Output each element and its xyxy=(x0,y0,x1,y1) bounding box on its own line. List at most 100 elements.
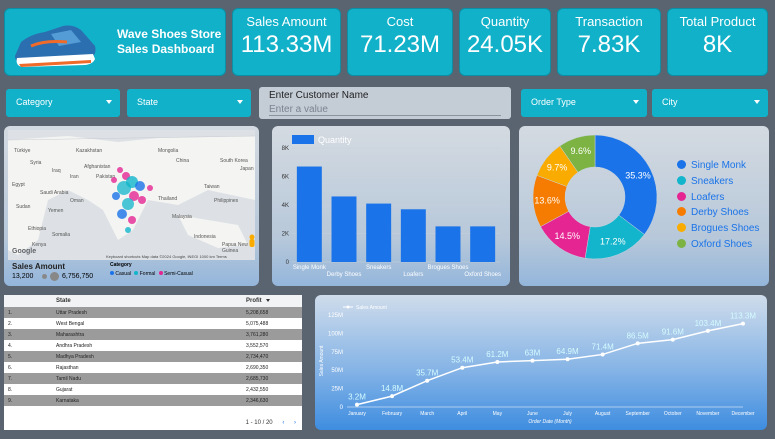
y-tick-label: 100M xyxy=(328,331,343,337)
customer-name-input[interactable]: Enter Customer Name Enter a value xyxy=(259,87,511,119)
y-tick-label: 0 xyxy=(340,405,344,411)
legend-min: 13,200 xyxy=(12,273,34,280)
prev-page-icon[interactable]: ‹ xyxy=(282,420,285,426)
city-dropdown[interactable]: City xyxy=(652,89,768,117)
store-title-line2: Sales Dashboard xyxy=(117,42,215,56)
pegman-icon[interactable] xyxy=(248,234,255,248)
table-row[interactable]: 8. Gujarat 2,432,550 xyxy=(4,384,302,395)
line-point[interactable] xyxy=(495,359,500,364)
bubble-formal xyxy=(117,181,131,195)
profit-cell: 3,761,280 xyxy=(246,332,269,338)
line-point[interactable] xyxy=(600,352,605,357)
header-profit[interactable]: Profit xyxy=(246,298,262,304)
map-place-label: Taiwan xyxy=(204,184,220,190)
bar[interactable] xyxy=(435,226,461,262)
kpi-label: Sales Amount xyxy=(246,14,327,29)
map-place-label: Somalia xyxy=(52,232,71,238)
point-label: 14.8M xyxy=(381,384,404,393)
x-tick-label: Brogues Shoes xyxy=(427,265,468,271)
legend-label: Oxford Shoes xyxy=(691,238,753,250)
row-index: 3. xyxy=(8,332,13,338)
y-tick-label: 25M xyxy=(331,387,343,393)
row-index: 9. xyxy=(8,398,13,404)
map-place-label: Pakistan xyxy=(96,174,116,180)
donut-slice[interactable] xyxy=(559,134,596,173)
y-tick-label: 0 xyxy=(286,260,290,266)
shoe-logo-icon xyxy=(15,25,96,67)
table-row[interactable]: 2. West Bengal 5,075,488 xyxy=(4,318,302,329)
bar[interactable] xyxy=(331,196,357,262)
kpi-total-product: Total Product 8K xyxy=(667,8,768,76)
point-label: 35.7M xyxy=(416,369,439,378)
x-tick-label: June xyxy=(527,411,538,417)
table-row[interactable]: 7. Tamil Nadu 2,685,730 xyxy=(4,373,302,384)
x-tick-label: Oxford Shoes xyxy=(464,272,501,278)
order-type-dropdown[interactable]: Order Type xyxy=(521,89,647,117)
legend-item[interactable]: Loafers xyxy=(677,191,759,208)
google-logo: Google xyxy=(12,248,37,255)
legend-item[interactable]: Derby Shoes xyxy=(677,207,759,223)
kpi-value: 8K xyxy=(702,31,733,58)
header-state[interactable]: State xyxy=(56,298,71,304)
bubble-semi-casual xyxy=(138,196,146,204)
product-share-donut-panel: 35.3% 17.2% 14.5% 13.6% 9.7% 9.6% Single Monk… xyxy=(519,126,769,286)
legend-dot-icon xyxy=(677,160,686,169)
table-pager: 1 - 10 / 20 ‹ › xyxy=(246,420,296,426)
line-point[interactable] xyxy=(705,328,710,333)
table-row[interactable]: 5. Madhya Pradesh 2,734,470 xyxy=(4,351,302,362)
legend-item[interactable]: Single Monk xyxy=(677,160,759,176)
point-label: 64.9M xyxy=(556,347,579,356)
line-point[interactable] xyxy=(425,378,430,383)
customer-name-placeholder[interactable]: Enter a value xyxy=(269,104,328,115)
bar[interactable] xyxy=(470,226,496,262)
legend-item[interactable]: Sneakers xyxy=(677,175,759,192)
line-point[interactable] xyxy=(741,321,745,326)
x-tick-label: August xyxy=(595,411,611,417)
next-page-icon[interactable]: › xyxy=(294,420,296,426)
sort-desc-icon[interactable] xyxy=(266,299,270,302)
map-place-label: Iran xyxy=(70,174,79,180)
table-row[interactable]: 4. Andhra Pradesh 3,552,570 xyxy=(4,340,302,351)
slice-label: 17.2% xyxy=(600,237,626,247)
sales-line xyxy=(356,322,744,406)
legend-item[interactable]: Oxford Shoes xyxy=(677,238,759,255)
x-tick-label: July xyxy=(563,411,572,417)
category-dropdown[interactable]: Category xyxy=(6,89,120,117)
donut-slice[interactable] xyxy=(594,134,658,235)
y-tick-label: 6K xyxy=(282,175,289,181)
kpi-label: Cost xyxy=(386,14,414,29)
bar[interactable] xyxy=(366,203,392,262)
geo-map[interactable]: Türkiye Syria Iraq Afghanistan Iran Paki… xyxy=(8,130,255,260)
table-row[interactable]: 1. Uttar Pradesh 5,208,658 xyxy=(4,307,302,318)
bubble-formal xyxy=(125,227,131,233)
row-index: 5. xyxy=(8,354,13,360)
table-row[interactable]: 3. Maharashtra 3,761,280 xyxy=(4,329,302,340)
state-cell: Gujarat xyxy=(56,387,73,393)
line-point[interactable] xyxy=(670,337,675,342)
bar[interactable] xyxy=(296,166,322,262)
state-dropdown[interactable]: State xyxy=(127,89,251,117)
legend-item[interactable]: Brogues Shoes xyxy=(677,223,759,239)
line-point[interactable] xyxy=(460,365,465,370)
order-type-dropdown-label: Order Type xyxy=(531,97,576,107)
table-row[interactable]: 6. Rajasthan 2,690,350 xyxy=(4,362,302,373)
table-row[interactable]: 9. Karnataka 2,346,630 xyxy=(4,395,302,406)
chevron-down-icon xyxy=(237,100,243,104)
line-point[interactable] xyxy=(530,358,535,363)
state-cell: Karnataka xyxy=(56,398,79,404)
x-tick-label: March xyxy=(420,411,434,417)
line-point[interactable] xyxy=(390,394,395,399)
line-point[interactable] xyxy=(635,341,640,346)
map-place-label: Kenya xyxy=(32,242,47,248)
map-place-label: Afghanistan xyxy=(84,164,111,170)
row-index: 4. xyxy=(8,343,13,349)
y-tick-label: 4K xyxy=(282,203,289,209)
map-place-label: Türkiye xyxy=(14,148,31,154)
bar[interactable] xyxy=(400,209,426,262)
map-footer: Keyboard shortcuts Map data ©2024 Google… xyxy=(106,254,227,259)
line-point[interactable] xyxy=(565,357,570,362)
state-cell: Maharashtra xyxy=(56,332,85,338)
line-point[interactable] xyxy=(355,402,359,407)
state-cell: Andhra Pradesh xyxy=(56,343,93,349)
